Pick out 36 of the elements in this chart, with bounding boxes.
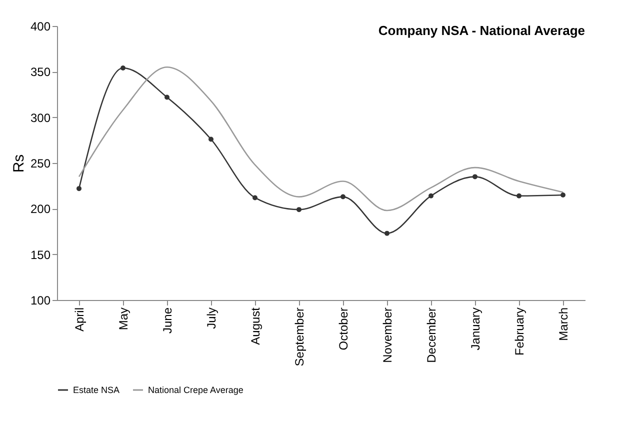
x-tick-label: January [468, 308, 482, 350]
x-tick-label: October [336, 308, 350, 350]
point [120, 66, 126, 71]
legend-label: Estate NSA [73, 385, 120, 395]
x-tick-label: July [204, 308, 218, 329]
point [384, 230, 390, 236]
point [208, 136, 214, 142]
point [164, 94, 170, 100]
line-series [78, 66, 564, 212]
point [560, 192, 566, 198]
x-tick-label: November [380, 308, 394, 363]
x-tick-label: June [160, 307, 174, 334]
point [340, 194, 346, 200]
point [252, 195, 258, 200]
x-tick-label: March [556, 308, 570, 341]
y-tick-label: 200 [30, 202, 51, 216]
y-tick-label: 250 [30, 156, 51, 170]
point [516, 193, 522, 198]
x-tick-label: February [512, 308, 526, 356]
y-tick-label: 150 [30, 248, 51, 262]
y-tick-label: 100 [30, 294, 51, 308]
x-tick-label: September [292, 308, 306, 366]
y-tick-label: 300 [30, 110, 51, 125]
x-tick-label: May [116, 308, 130, 330]
x-tick-label: April [72, 308, 86, 332]
y-tick-label: 400 [30, 20, 51, 34]
legend-label: National Crepe Average [148, 385, 244, 395]
point [76, 186, 82, 192]
y-axis-title: Rs [10, 154, 28, 173]
x-tick-label: August [248, 306, 262, 345]
chart-title: Company NSA - National Average [378, 23, 585, 38]
point [428, 193, 434, 198]
point [296, 207, 302, 212]
y-tick-label: 350 [30, 65, 51, 80]
point [472, 174, 478, 180]
x-tick-label: December [424, 308, 438, 363]
